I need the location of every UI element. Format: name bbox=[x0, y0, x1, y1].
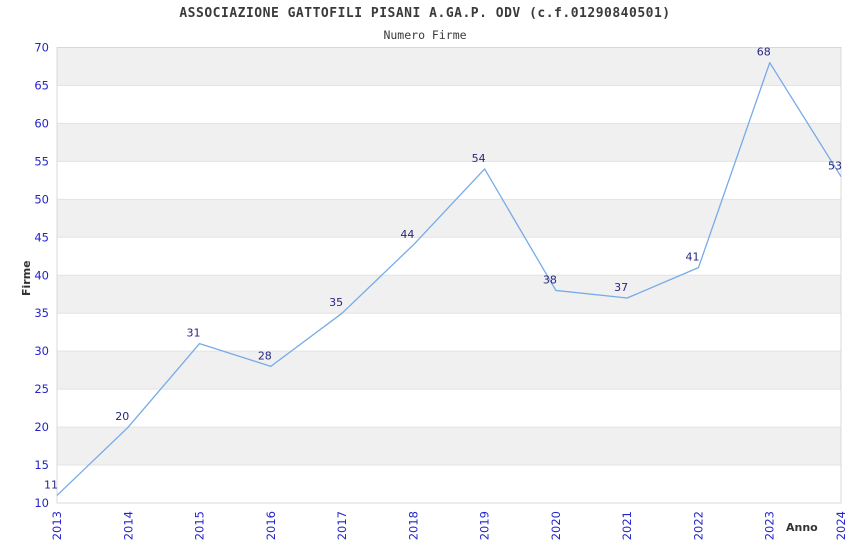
x-tick-label: 2021 bbox=[620, 511, 634, 540]
y-tick-label: 60 bbox=[34, 116, 49, 130]
y-tick-label: 70 bbox=[34, 41, 49, 55]
grid-band bbox=[57, 427, 841, 466]
x-tick-label: 2013 bbox=[50, 511, 64, 540]
y-tick-label: 65 bbox=[34, 78, 49, 92]
x-axis-label: Anno bbox=[786, 521, 818, 534]
x-tick-label: 2016 bbox=[264, 511, 278, 540]
grid-band bbox=[57, 47, 841, 86]
y-tick-label: 35 bbox=[34, 306, 49, 320]
y-tick-label: 10 bbox=[34, 496, 49, 510]
data-label: 31 bbox=[187, 327, 201, 340]
y-tick-label: 55 bbox=[34, 154, 49, 168]
x-tick-label: 2023 bbox=[763, 511, 777, 540]
x-tick-label: 2017 bbox=[335, 511, 349, 540]
x-tick-label: 2018 bbox=[406, 511, 420, 540]
data-label: 28 bbox=[258, 349, 272, 362]
data-label: 20 bbox=[115, 410, 129, 423]
x-tick-label: 2014 bbox=[121, 511, 135, 540]
data-label: 38 bbox=[543, 273, 557, 286]
x-tick-label: 2022 bbox=[691, 511, 705, 540]
y-tick-label: 40 bbox=[34, 268, 49, 282]
x-tick-label: 2024 bbox=[834, 511, 848, 540]
data-label: 53 bbox=[828, 160, 842, 173]
data-label: 11 bbox=[44, 478, 58, 491]
y-axis-label: Firme bbox=[20, 260, 33, 296]
y-tick-label: 20 bbox=[34, 420, 49, 434]
y-tick-label: 45 bbox=[34, 230, 49, 244]
x-tick-label: 2019 bbox=[478, 511, 492, 540]
data-label: 54 bbox=[472, 152, 486, 165]
grid-band bbox=[57, 123, 841, 162]
grid-band bbox=[57, 275, 841, 314]
chart-subtitle: Numero Firme bbox=[383, 28, 467, 42]
data-label: 41 bbox=[685, 251, 699, 264]
y-tick-label: 25 bbox=[34, 382, 49, 396]
data-label: 35 bbox=[329, 296, 343, 309]
x-tick-label: 2020 bbox=[549, 511, 563, 540]
data-label: 68 bbox=[757, 46, 771, 59]
grid-band bbox=[57, 199, 841, 238]
plot-border bbox=[56, 47, 842, 504]
x-tick-label: 2015 bbox=[193, 511, 207, 540]
y-tick-label: 50 bbox=[34, 192, 49, 206]
series-line bbox=[56, 62, 842, 496]
data-label: 44 bbox=[400, 228, 414, 241]
grid-band bbox=[57, 351, 841, 390]
y-tick-label: 30 bbox=[34, 344, 49, 358]
y-tick-label: 15 bbox=[34, 458, 49, 472]
data-label: 37 bbox=[614, 281, 628, 294]
chart-title: ASSOCIAZIONE GATTOFILI PISANI A.GA.P. OD… bbox=[179, 6, 671, 21]
